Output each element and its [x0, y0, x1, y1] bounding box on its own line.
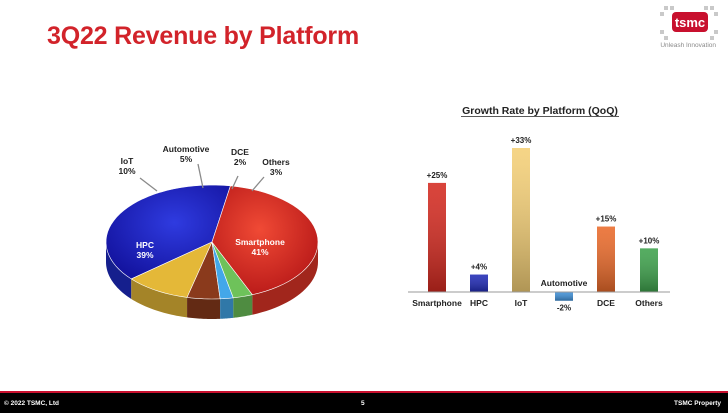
pie-side-smartphone: [252, 242, 318, 315]
bar-shade-dce: [555, 292, 573, 301]
pie-depth: [106, 242, 318, 319]
bar-shade-automotive: [597, 226, 615, 292]
bar-category-label-smartphone: Smartphone: [412, 298, 462, 308]
pie-label-smartphone-value: 41%: [251, 247, 268, 257]
pie-side-dce: [220, 297, 234, 319]
pie-label-automotive-value: 5%: [180, 154, 193, 164]
pie-slices: [105, 184, 319, 300]
logo-text: tsmc: [675, 15, 705, 30]
bar-value-label-iot: +33%: [511, 136, 532, 145]
pie-leader-dce: [231, 175, 239, 190]
bar-value-label-dce: -2%: [557, 304, 571, 313]
bar-shade-smartphone: [428, 182, 446, 292]
logo-tagline: Unleash Innovation: [660, 42, 716, 49]
pie-slice-automotive: [186, 240, 221, 300]
bar-category-label-hpc: HPC: [470, 298, 488, 308]
pie-label-automotive-name: Automotive: [163, 144, 210, 154]
tsmc-logo-graphic: tsmc: [660, 6, 718, 40]
pie-side-hpc: [106, 242, 132, 299]
pie-leader-automotive: [197, 163, 204, 189]
pie-slice-others: [211, 241, 253, 299]
bar-shade-iot: [512, 148, 530, 292]
growth-bar-chart: Growth Rate by Platform (QoQ) +25% +4% +33…: [408, 105, 670, 313]
pie-label-smartphone-name: Smartphone: [235, 237, 285, 247]
footer-bar: © 2022 TSMC, Ltd 5 TSMC Property: [0, 393, 728, 413]
pie-side-others: [233, 294, 253, 318]
pie-slice-smartphone: [211, 185, 319, 296]
pie-label-iot-value: 10%: [118, 166, 135, 176]
pie-side-automotive: [187, 297, 221, 319]
tsmc-logo: tsmc Unleash Innovation: [658, 4, 720, 49]
footer-property: TSMC Property: [674, 400, 721, 407]
pie-side-iot: [131, 278, 188, 318]
footer-divider: [0, 391, 728, 393]
pie-leader-lines: [139, 163, 265, 192]
bar-category-label-others: Others: [635, 298, 663, 308]
pie-label-others-name: Others: [262, 157, 290, 167]
bar-marks: [428, 148, 658, 301]
bar-shade-hpc: [470, 274, 488, 292]
pie-label-dce-name: DCE: [231, 147, 249, 157]
bar-value-label-others: +10%: [639, 236, 660, 245]
pie-label-iot-name: IoT: [121, 156, 135, 166]
bar-category-label-dce: Automotive: [541, 278, 588, 288]
pie-label-hpc-name: HPC: [136, 240, 154, 250]
pie-label-dce-value: 2%: [234, 157, 247, 167]
bar-category-labels: Smartphone HPC IoT Automotive DCE Others: [412, 278, 663, 308]
bar-value-label-hpc: +4%: [471, 263, 487, 272]
pie-slice-hpc: [105, 184, 231, 280]
pie-leader-iot: [139, 177, 158, 192]
bar-value-labels: +25% +4% +33% -2% +15% +10%: [427, 136, 660, 313]
slide-title: 3Q22 Revenue by Platform: [47, 22, 359, 50]
bar-category-label-automotive: DCE: [597, 298, 615, 308]
pie-label-others-value: 3%: [270, 167, 283, 177]
bar-value-label-smartphone: +25%: [427, 171, 448, 180]
bar-chart-title: Growth Rate by Platform (QoQ): [462, 105, 618, 117]
pie-label-hpc-value: 39%: [136, 250, 153, 260]
pie-leader-others: [251, 176, 265, 192]
bar-value-label-automotive: +15%: [596, 215, 617, 224]
charts-area: Smartphone41%HPC39%IoT10%Automotive5%DCE…: [105, 105, 670, 319]
pie-slice-iot: [130, 241, 213, 298]
bar-shade-others: [640, 248, 658, 292]
footer-copyright: © 2022 TSMC, Ltd: [4, 400, 59, 407]
bar-category-label-iot: IoT: [515, 298, 529, 308]
footer-page-number: 5: [361, 400, 365, 407]
